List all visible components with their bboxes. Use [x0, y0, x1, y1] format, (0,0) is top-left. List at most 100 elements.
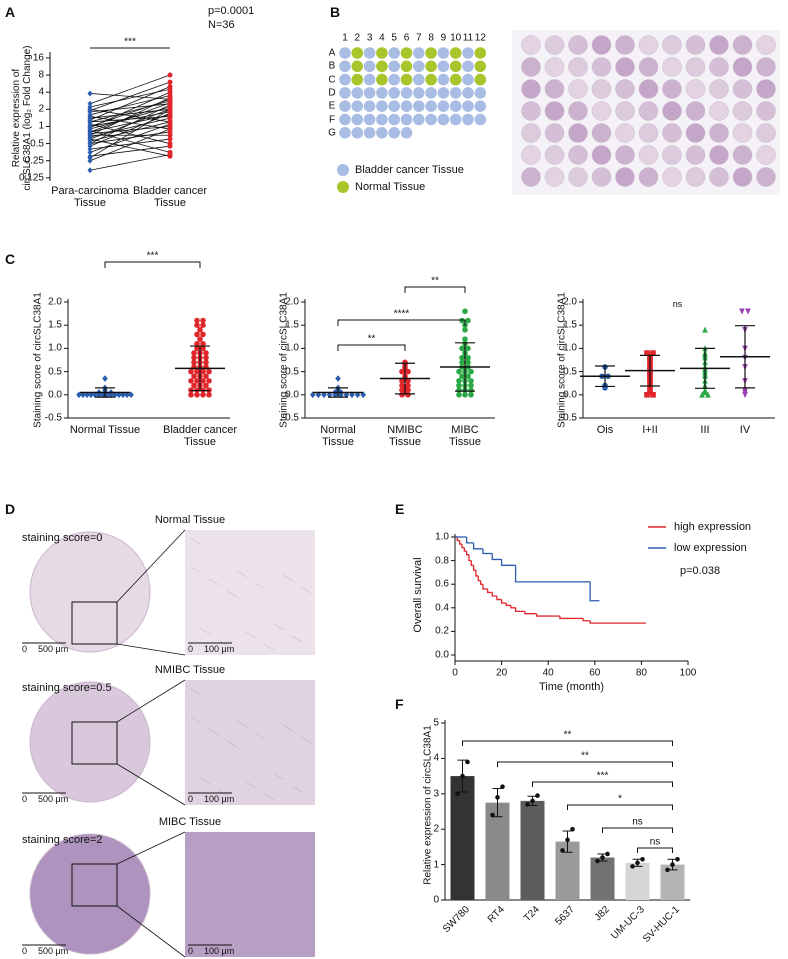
plate-well: [425, 87, 437, 99]
y-tick-label: 0.125: [18, 172, 44, 184]
y-tick-label: 0.5: [30, 138, 44, 150]
plate-well: [376, 113, 388, 126]
tma-core: [544, 79, 565, 99]
tma-core: [662, 145, 682, 165]
plate-well: [437, 73, 450, 86]
tma-core: [521, 79, 541, 99]
significance-bracket: [497, 761, 673, 767]
survival-step: [477, 575, 481, 582]
tma-core: [662, 167, 682, 187]
plate-well: [449, 100, 462, 112]
x-tick-label: 80: [635, 667, 647, 679]
significance-bracket: [602, 827, 673, 833]
plate-well: [388, 60, 401, 73]
tma-core: [591, 101, 612, 121]
tma-core: [521, 101, 541, 121]
data-point: [456, 378, 462, 384]
tma-core: [709, 101, 729, 121]
plate-well: [363, 87, 376, 99]
x-tick-label: Ois: [596, 424, 614, 436]
data-point: [405, 368, 411, 375]
plate-well: [363, 113, 376, 126]
data-point: [194, 322, 200, 329]
plate-well: [413, 60, 425, 73]
y-tick-label: 2: [38, 103, 44, 115]
data-point: [206, 368, 212, 375]
pair-line: [89, 91, 171, 129]
survival-step: [466, 551, 469, 556]
y-tick-label: 1.0: [563, 342, 577, 354]
x-tick-label: III: [700, 424, 710, 436]
sd-bar: [328, 387, 348, 398]
sd-bar: [395, 362, 415, 395]
plate-row-label: F: [328, 114, 336, 125]
data-point: [530, 798, 535, 804]
data-point: [459, 317, 465, 324]
tma-core: [568, 57, 588, 77]
plate-well: [449, 113, 462, 126]
data-point: [191, 382, 197, 389]
tissue-texture: [190, 716, 202, 724]
tma-core: [615, 35, 635, 55]
zoom-line: [116, 679, 186, 723]
x-tick-label: NMIBC Tissue: [387, 424, 423, 449]
plate-column-label: 8: [428, 32, 434, 44]
tissue-core: [29, 833, 151, 955]
zoom-line: [116, 763, 186, 806]
tissue-texture: [199, 929, 211, 937]
data-point: [203, 373, 209, 380]
data-point: [87, 157, 93, 164]
x-tick-label: MIBC Tissue: [449, 424, 481, 449]
data-point: [87, 167, 93, 174]
significance-label: *: [618, 793, 622, 805]
pair-line: [89, 154, 171, 171]
pair-line: [89, 97, 171, 136]
survival-step: [475, 570, 479, 577]
y-axis-label: Staining score of circSLC38A1: [278, 292, 290, 428]
annotation: N=36: [208, 19, 235, 31]
plate-well: [376, 87, 388, 99]
data-point: [405, 392, 411, 398]
data-point: [167, 95, 173, 101]
plate-column-label: 4: [379, 32, 385, 44]
survival-step: [479, 580, 483, 585]
plate-well: [462, 87, 474, 99]
plate-well: [339, 47, 351, 59]
x-tick-label: Normal Tissue: [320, 424, 356, 449]
data-point: [167, 110, 173, 116]
data-point: [197, 336, 203, 342]
data-point: [167, 121, 173, 127]
plate-well: [351, 127, 364, 139]
scale-label: 0: [188, 794, 194, 805]
tissue-texture: [254, 582, 266, 590]
plate-well: [437, 87, 450, 99]
tma-core: [591, 167, 612, 187]
data-point: [188, 392, 194, 398]
data-point: [456, 392, 462, 398]
data-point: [462, 392, 468, 398]
data-point: [203, 350, 209, 356]
x-tick-label: 100: [679, 667, 697, 679]
data-point: [203, 382, 209, 389]
survival-step: [589, 620, 647, 624]
data-point: [535, 793, 540, 798]
significance-bracket: [337, 344, 406, 351]
tma-core: [568, 101, 588, 121]
survival-step: [463, 547, 467, 552]
data-point: [200, 317, 206, 324]
bar: [590, 857, 615, 900]
zoom-line: [116, 529, 186, 603]
y-tick-label: 4: [38, 86, 44, 98]
survival-step: [500, 559, 516, 566]
tissue-texture: [254, 884, 266, 892]
tma-core: [591, 123, 612, 143]
survival-step: [459, 540, 462, 545]
zoom-image: [185, 530, 315, 655]
pair-line: [89, 123, 171, 153]
plate-row-label: A: [328, 47, 336, 59]
tma-core: [638, 57, 659, 77]
survival-step: [461, 544, 465, 549]
annotation: p=0.038: [680, 564, 721, 577]
tma-core: [756, 35, 776, 55]
plate-well: [474, 60, 487, 73]
